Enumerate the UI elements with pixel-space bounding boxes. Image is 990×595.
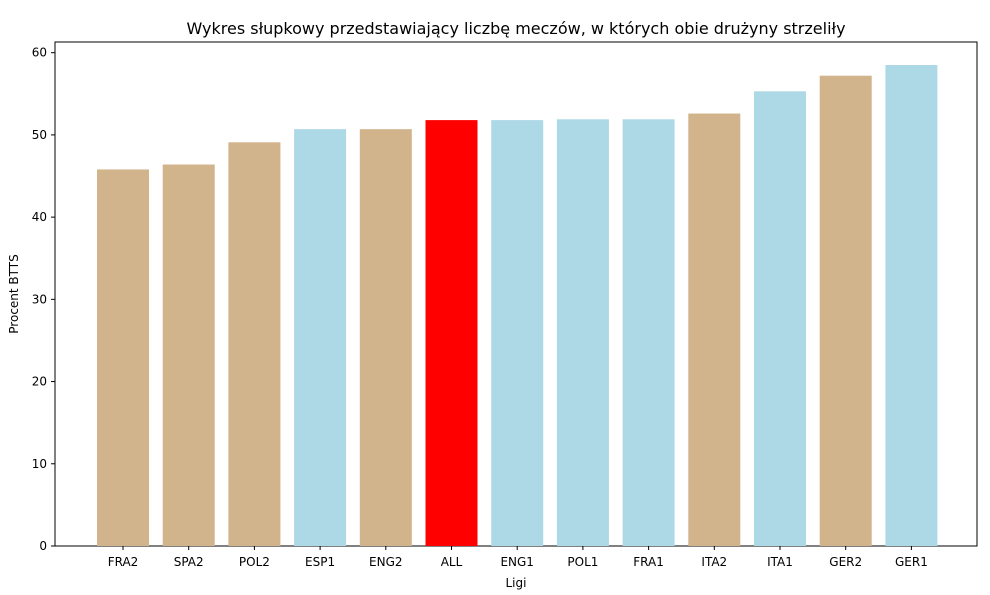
bar-fra2 (97, 169, 149, 546)
chart-title: Wykres słupkowy przedstawiający liczbę m… (186, 19, 845, 38)
x-axis: FRA2 SPA2 POL2 ESP1 ENG2 ALL ENG1 POL1 FRA1 ITA2 I… (108, 546, 928, 569)
bars-layer (97, 65, 938, 546)
bar-pol2 (228, 142, 281, 546)
y-tick-label-60: 60 (32, 46, 47, 60)
y-tick-label-30: 30 (32, 292, 47, 306)
x-tick-label-spa2: SPA2 (174, 555, 204, 569)
x-tick-label-pol2: POL2 (239, 555, 270, 569)
x-tick-label-eng1: ENG1 (500, 555, 534, 569)
bar-fra1 (622, 119, 675, 546)
x-tick-label-ita1: ITA1 (767, 555, 793, 569)
bar-eng1 (491, 120, 544, 546)
bar-eng2 (359, 129, 412, 546)
y-axis: 0 10 20 30 40 50 60 (32, 46, 55, 553)
x-tick-label-pol1: POL1 (567, 555, 598, 569)
bar-ita2 (688, 113, 741, 546)
bar-esp1 (294, 129, 347, 546)
bar-ita1 (754, 91, 806, 546)
x-tick-label-eng2: ENG2 (369, 555, 403, 569)
y-tick-label-50: 50 (32, 128, 47, 142)
x-axis-label: Ligi (506, 576, 527, 590)
x-tick-label-ger2: GER2 (829, 555, 862, 569)
x-tick-label-ger1: GER1 (895, 555, 928, 569)
x-tick-label-fra2: FRA2 (108, 555, 139, 569)
y-tick-label-40: 40 (32, 210, 47, 224)
y-axis-label: Procent BTTS (7, 254, 21, 333)
x-tick-label-ita2: ITA2 (701, 555, 727, 569)
y-tick-label-20: 20 (32, 375, 47, 389)
x-tick-label-all: ALL (441, 555, 463, 569)
x-tick-label-fra1: FRA1 (633, 555, 664, 569)
y-tick-label-0: 0 (39, 539, 47, 553)
bar-spa2 (162, 164, 215, 546)
bar-ger2 (819, 75, 872, 546)
bar-ger1 (885, 65, 938, 546)
bar-all (425, 120, 478, 546)
y-tick-label-10: 10 (32, 457, 47, 471)
x-tick-label-esp1: ESP1 (305, 555, 335, 569)
bar-pol1 (556, 119, 609, 546)
